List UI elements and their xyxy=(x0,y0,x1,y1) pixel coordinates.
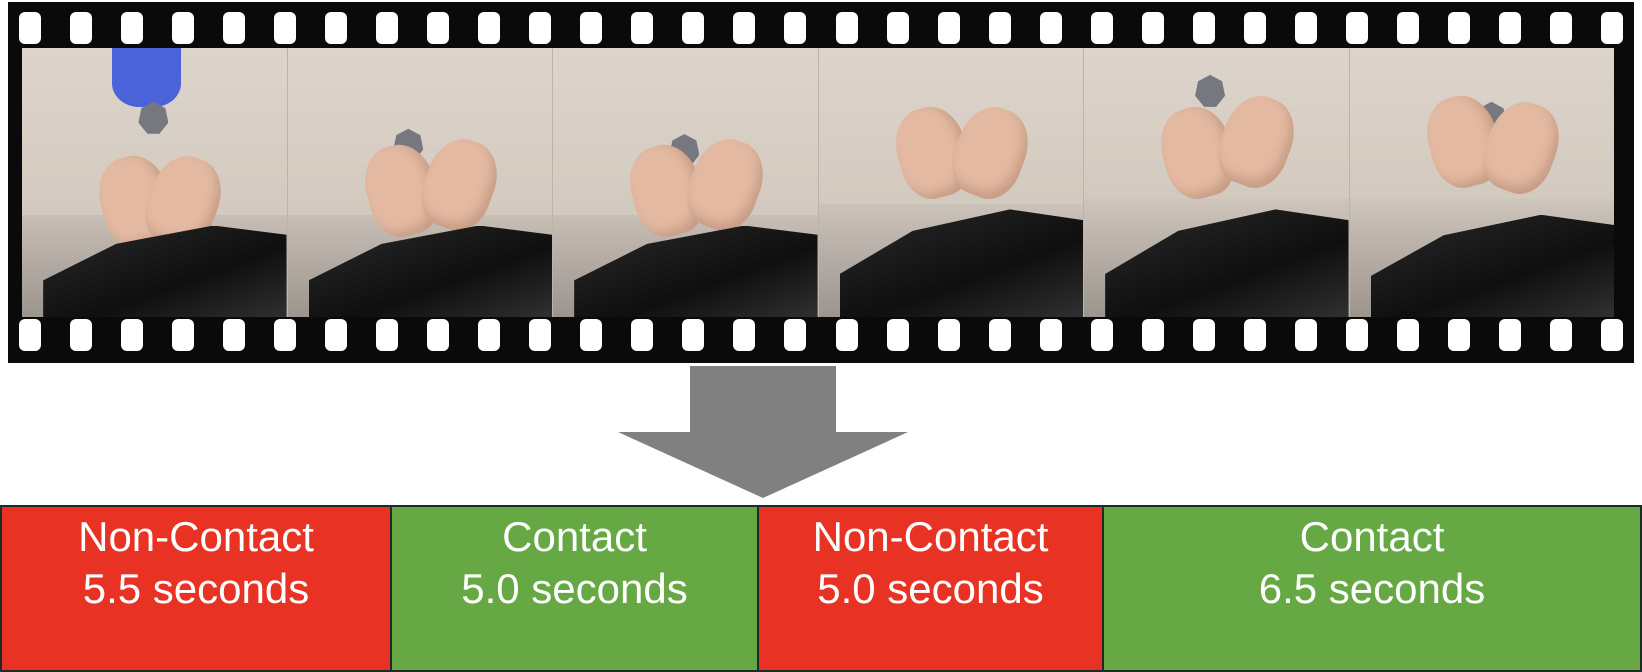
sprocket-hole xyxy=(1090,12,1113,44)
video-frame-6 xyxy=(1348,48,1614,317)
sprocket-hole xyxy=(1141,12,1164,44)
gloved-hand-image xyxy=(111,48,181,108)
sprocket-hole xyxy=(325,319,348,351)
sprocket-hole xyxy=(1345,319,1368,351)
segment-label: Non-Contact xyxy=(78,513,314,560)
sprocket-hole xyxy=(1601,319,1623,351)
black-bag-image xyxy=(574,225,818,317)
sprocket-hole xyxy=(478,12,501,44)
timeline-segment-non-contact-2: Non-Contact 5.0 seconds xyxy=(759,505,1104,672)
down-arrow-icon xyxy=(618,366,908,498)
sprocket-hole xyxy=(937,12,960,44)
black-bag-image xyxy=(1370,214,1614,317)
sprocket-hole xyxy=(529,319,552,351)
video-frame-3 xyxy=(552,48,818,317)
segment-duration: 5.0 seconds xyxy=(817,565,1044,612)
sprocket-hole xyxy=(631,319,654,351)
sprocket-hole xyxy=(376,12,399,44)
film-sprocket-holes-bottom xyxy=(8,319,1634,361)
sprocket-hole xyxy=(1294,12,1317,44)
film-sprocket-holes-top xyxy=(8,12,1634,54)
sprocket-hole xyxy=(376,319,399,351)
sprocket-hole xyxy=(70,12,93,44)
timeline-segment-contact-1: Contact 5.0 seconds xyxy=(392,505,759,672)
segment-duration: 5.0 seconds xyxy=(461,565,688,612)
sprocket-hole xyxy=(1498,319,1521,351)
sprocket-hole xyxy=(1090,319,1113,351)
object-chip-image xyxy=(138,101,169,134)
sprocket-hole xyxy=(427,12,450,44)
sprocket-hole xyxy=(1396,12,1419,44)
sprocket-hole xyxy=(886,319,909,351)
segment-duration: 6.5 seconds xyxy=(1258,565,1486,612)
sprocket-hole xyxy=(19,12,41,44)
sprocket-hole xyxy=(1039,12,1062,44)
sprocket-hole xyxy=(784,319,807,351)
sprocket-hole xyxy=(1601,12,1623,44)
sprocket-hole xyxy=(274,12,297,44)
segment-label: Contact xyxy=(1299,513,1445,560)
contact-timeline: Non-Contact 5.5 seconds Contact 5.0 seco… xyxy=(0,505,1642,672)
black-bag-image xyxy=(839,209,1083,317)
sprocket-hole xyxy=(937,319,960,351)
segment-label: Contact xyxy=(502,513,647,560)
object-chip-image xyxy=(1195,74,1226,107)
sprocket-hole xyxy=(1549,12,1572,44)
video-frame-2 xyxy=(286,48,552,317)
sprocket-hole xyxy=(733,319,756,351)
sprocket-hole xyxy=(835,12,858,44)
timeline-segment-contact-2: Contact 6.5 seconds xyxy=(1104,505,1642,672)
sprocket-hole xyxy=(988,319,1011,351)
sprocket-hole xyxy=(478,319,501,351)
black-bag-image xyxy=(1105,209,1349,317)
sprocket-hole xyxy=(223,319,246,351)
sprocket-hole xyxy=(1243,319,1266,351)
sprocket-hole xyxy=(121,319,144,351)
video-frame-5 xyxy=(1083,48,1349,317)
sprocket-hole xyxy=(172,12,195,44)
black-bag-image xyxy=(43,225,287,317)
sprocket-hole xyxy=(172,319,195,351)
sprocket-hole xyxy=(988,12,1011,44)
sprocket-hole xyxy=(1192,319,1215,351)
sprocket-hole xyxy=(121,12,144,44)
sprocket-hole xyxy=(1243,12,1266,44)
sprocket-hole xyxy=(682,12,705,44)
sprocket-hole xyxy=(1447,319,1470,351)
sprocket-hole xyxy=(274,319,297,351)
sprocket-hole xyxy=(1447,12,1470,44)
sprocket-hole xyxy=(1498,12,1521,44)
sprocket-hole xyxy=(1345,12,1368,44)
sprocket-hole xyxy=(784,12,807,44)
sprocket-hole xyxy=(580,12,603,44)
sprocket-hole xyxy=(427,319,450,351)
sprocket-hole xyxy=(19,319,41,351)
sprocket-hole xyxy=(529,12,552,44)
segment-label: Non-Contact xyxy=(812,513,1049,560)
sprocket-hole xyxy=(733,12,756,44)
sprocket-hole xyxy=(580,319,603,351)
film-strip xyxy=(8,2,1634,363)
sprocket-hole xyxy=(70,319,93,351)
black-bag-image xyxy=(308,225,552,317)
sprocket-hole xyxy=(1396,319,1419,351)
sprocket-hole xyxy=(1039,319,1062,351)
video-frame-1 xyxy=(22,48,287,317)
video-frames xyxy=(22,48,1614,317)
sprocket-hole xyxy=(835,319,858,351)
segment-duration: 5.5 seconds xyxy=(82,565,310,612)
sprocket-hole xyxy=(1141,319,1164,351)
sprocket-hole xyxy=(631,12,654,44)
sprocket-hole xyxy=(1192,12,1215,44)
sprocket-hole xyxy=(223,12,246,44)
sprocket-hole xyxy=(682,319,705,351)
sprocket-hole xyxy=(325,12,348,44)
sprocket-hole xyxy=(1549,319,1572,351)
video-frame-4 xyxy=(817,48,1083,317)
timeline-segment-non-contact-1: Non-Contact 5.5 seconds xyxy=(0,505,392,672)
sprocket-hole xyxy=(1294,319,1317,351)
sprocket-hole xyxy=(886,12,909,44)
